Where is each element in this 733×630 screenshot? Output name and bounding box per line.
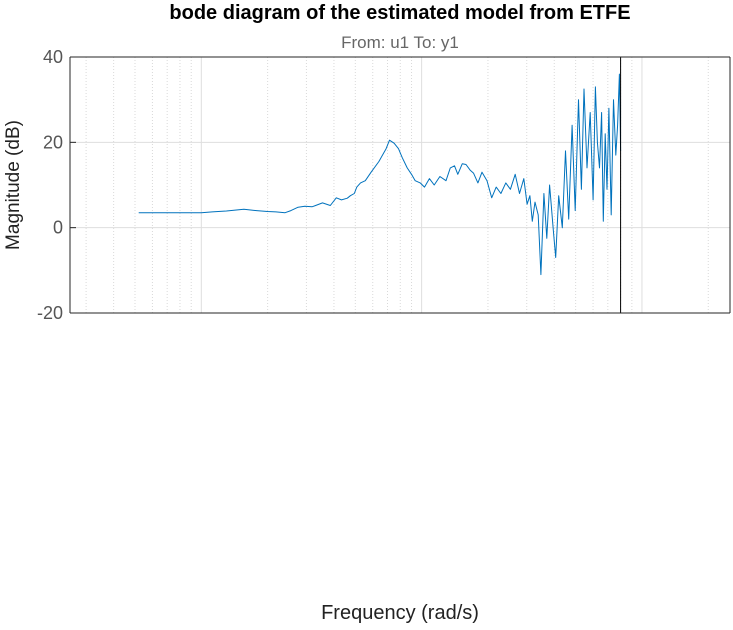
x-axis-label: Frequency (rad/s) <box>321 602 479 624</box>
axes <box>69 56 731 314</box>
y-tick-labels: -20 0 20 40 <box>37 47 63 323</box>
y-tick-label: 20 <box>43 132 63 152</box>
plot-area <box>70 57 730 313</box>
series-line <box>138 73 622 276</box>
io-subtitle: From: u1 To: y1 <box>341 33 459 52</box>
y-tick-label: 0 <box>53 218 63 238</box>
y-tick-label: 40 <box>43 47 63 67</box>
y-axis-label: Magnitude (dB) <box>3 120 24 250</box>
y-tick-label: -20 <box>37 303 63 323</box>
chart-title: bode diagram of the estimated model from… <box>169 2 631 24</box>
series-group <box>138 57 622 313</box>
